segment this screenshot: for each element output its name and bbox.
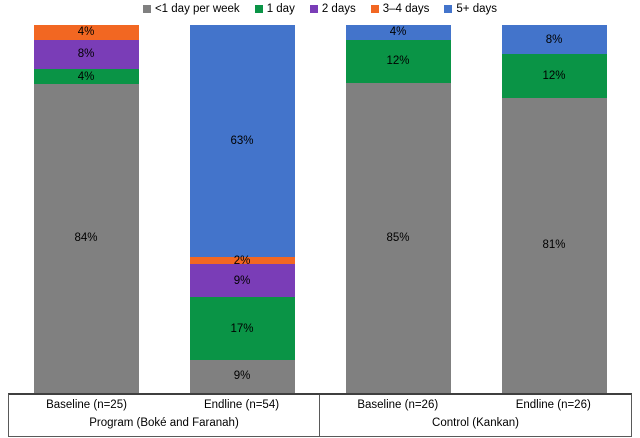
bar-segment[interactable]: 9% <box>189 359 295 393</box>
segment-label: 8% <box>77 48 95 61</box>
bar-cell: 85% 12% 4% <box>320 25 476 393</box>
legend-item: 2 days <box>309 3 356 15</box>
category-row: Baseline (n=26) Endline (n=26) <box>320 395 631 415</box>
legend-item: 1 day <box>254 3 295 15</box>
segment-label: 4% <box>77 70 95 83</box>
bar-cell: 81% 12% 8% <box>476 25 632 393</box>
plot-group: 85% 12% 4% 81% 12% 8% <box>320 25 632 393</box>
category-label: Endline (n=26) <box>515 399 591 411</box>
axis-group: Baseline (n=26) Endline (n=26) Control (Ka… <box>320 395 631 436</box>
segment-label: 12% <box>386 55 410 68</box>
bar-segment[interactable]: 85% <box>345 83 451 393</box>
segment-label: 81% <box>542 239 566 252</box>
segment-label: 8% <box>545 33 563 46</box>
legend-item: <1 day per week <box>142 3 240 15</box>
bar-segment[interactable]: 2% <box>189 254 295 267</box>
bar-segment[interactable]: 9% <box>189 264 295 298</box>
bar-cell: 84% 4% 8% 4% <box>8 25 164 393</box>
bar-segment[interactable]: 8% <box>501 25 607 55</box>
legend-item: 3–4 days <box>370 3 430 15</box>
bar-segment[interactable]: 84% <box>33 83 139 393</box>
legend-label: 1 day <box>266 3 295 15</box>
bar-segment[interactable]: 8% <box>33 39 139 70</box>
stacked-bar: 9% 17% 9% 2% 63% <box>189 24 295 393</box>
legend-swatch-icon <box>370 5 379 13</box>
plot-area: 84% 4% 8% 4% 9% 17% 9% 2% 63% 85% 12% 4% 81% 12% 8% <box>8 24 632 393</box>
plot-group: 84% 4% 8% 4% 9% 17% 9% 2% 63% <box>8 24 320 393</box>
bar-cell: 9% 17% 9% 2% 63% <box>164 24 320 393</box>
bar-segment[interactable]: 4% <box>33 69 139 84</box>
bar-segment[interactable]: 17% <box>189 297 295 360</box>
segment-label: 2% <box>233 254 251 267</box>
segment-label: 12% <box>542 70 566 83</box>
category-row: Baseline (n=25) Endline (n=54) <box>9 395 319 415</box>
bar-segment[interactable]: 63% <box>189 24 295 257</box>
segment-label: 4% <box>389 26 407 39</box>
stacked-bar: 84% 4% 8% 4% <box>33 25 139 393</box>
category-label: Baseline (n=26) <box>357 399 439 411</box>
legend-swatch-icon <box>142 5 151 13</box>
legend-swatch-icon <box>254 5 263 13</box>
bar-segment[interactable]: 4% <box>345 25 451 40</box>
group-label: Control (Kankan) <box>432 416 519 429</box>
legend-swatch-icon <box>309 5 318 13</box>
bar-segment[interactable]: 12% <box>501 54 607 98</box>
segment-label: 85% <box>386 232 410 245</box>
bar-segment[interactable]: 4% <box>33 25 139 40</box>
group-label: Program (Boké and Faranah) <box>89 416 239 429</box>
segment-label: 63% <box>230 134 254 147</box>
segment-label: 17% <box>230 322 254 335</box>
legend-label: <1 day per week <box>154 3 240 15</box>
segment-label: 4% <box>77 26 95 39</box>
stacked-bar: 81% 12% 8% <box>501 25 607 393</box>
segment-label: 84% <box>74 232 98 245</box>
bar-segment[interactable]: 12% <box>345 39 451 84</box>
legend-label: 2 days <box>321 3 356 15</box>
segment-label: 9% <box>233 274 251 287</box>
legend-swatch-icon <box>444 5 453 13</box>
legend-item: 5+ days <box>444 3 497 15</box>
category-label: Endline (n=54) <box>203 399 280 411</box>
stacked-bar: 85% 12% 4% <box>345 25 451 393</box>
segment-label: 9% <box>233 370 251 383</box>
legend-label: 3–4 days <box>382 3 430 15</box>
axis-group: Baseline (n=25) Endline (n=54) Program (Bo… <box>9 395 320 436</box>
chart-legend: <1 day per week 1 day 2 days 3–4 days 5+ day… <box>0 3 640 15</box>
bar-segment[interactable]: 81% <box>501 97 607 393</box>
category-label: Baseline (n=25) <box>46 399 127 411</box>
x-axis: Baseline (n=25) Endline (n=54) Program (Bo… <box>8 393 632 437</box>
legend-label: 5+ days <box>456 3 498 15</box>
